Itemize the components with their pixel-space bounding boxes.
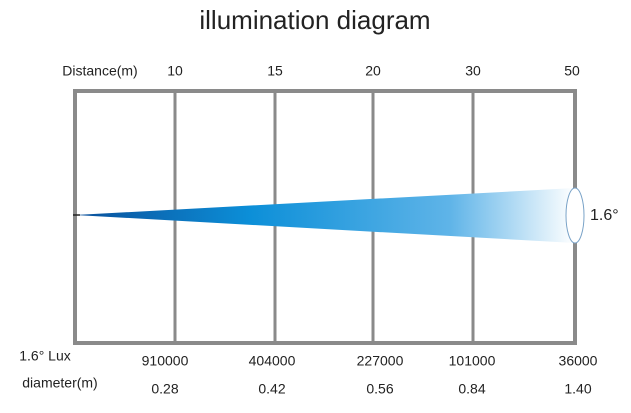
distance: 50 <box>564 63 580 79</box>
lux-value: 404000 <box>249 353 296 369</box>
diameter-value: 1.40 <box>564 381 591 397</box>
beam-end <box>565 187 585 244</box>
diameter-value: 0.56 <box>366 381 393 397</box>
distance: 20 <box>365 63 381 79</box>
lux-value: 36000 <box>559 353 598 369</box>
lux-value: 101000 <box>449 353 496 369</box>
lux-value: 910000 <box>142 353 189 369</box>
diameter-value: 0.84 <box>458 381 485 397</box>
beam <box>75 188 575 243</box>
diameter-value: 0.42 <box>258 381 285 397</box>
diameter-label: diameter(m) <box>22 375 97 391</box>
distance-label: Distance(m) <box>62 63 137 79</box>
distance: 30 <box>465 63 481 79</box>
distance: 15 <box>267 63 283 79</box>
lux-value: 227000 <box>357 353 404 369</box>
distance: 10 <box>167 63 183 79</box>
angle-label: 1.6° <box>590 207 619 224</box>
diameter-value: 0.28 <box>151 381 178 397</box>
lux-label: 1.6° Lux <box>19 348 71 364</box>
title: illumination diagram <box>199 5 430 35</box>
